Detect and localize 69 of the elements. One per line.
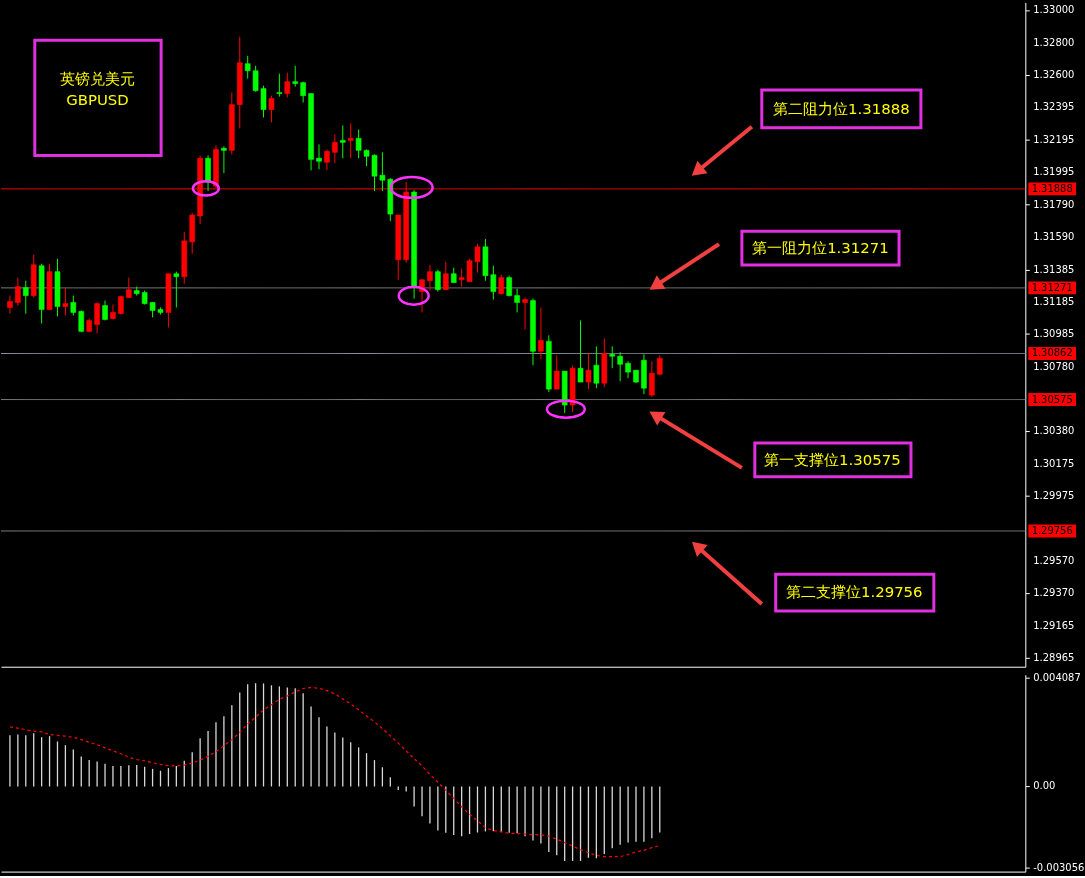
ref-line-label: 1.29756: [1031, 524, 1073, 536]
y-tick-label: 1.31185: [1033, 295, 1075, 307]
y-tick-label: 0.00: [1033, 780, 1056, 792]
candlestick: [324, 148, 330, 171]
y-tick-label: 1.29570: [1033, 554, 1075, 566]
y-tick-label: 1.32195: [1033, 133, 1075, 145]
candlestick: [339, 124, 346, 159]
candlestick: [110, 304, 116, 320]
ref-line-label: 1.31271: [1031, 281, 1073, 293]
annotation: 第二支撑位1.29756: [785, 583, 923, 602]
candlestick: [649, 360, 655, 398]
y-tick-label: 1.33000: [1033, 4, 1075, 16]
y-tick-label: 1.31790: [1033, 198, 1075, 210]
candlestick: [585, 352, 592, 390]
annotation: 第一支撑位1.30575: [764, 450, 901, 469]
y-tick-label: 1.30780: [1033, 360, 1075, 372]
y-tick-label: 1.31590: [1033, 230, 1075, 242]
ref-line-label: 1.30862: [1031, 347, 1073, 359]
candlestick: [94, 301, 100, 334]
y-tick-label: 1.29165: [1033, 619, 1075, 631]
ref-line-label: 1.30575: [1031, 393, 1073, 405]
candlestick: [498, 274, 505, 296]
annotation: 第二阻力位1.31888: [773, 99, 910, 118]
candlestick: [617, 351, 623, 382]
y-tick-label: 1.31995: [1033, 165, 1075, 177]
candlestick: [292, 65, 299, 88]
candlestick: [332, 133, 338, 164]
y-tick-label: 1.29370: [1033, 586, 1075, 598]
y-tick-label: 1.32395: [1033, 101, 1075, 113]
y-tick-label: 1.29975: [1033, 489, 1075, 501]
candlestick: [284, 72, 291, 99]
candlestick: [62, 287, 69, 316]
candlestick: [609, 345, 616, 369]
candlestick: [514, 288, 520, 313]
y-tick-label: 0.004087: [1033, 671, 1081, 683]
candlestick: [443, 261, 449, 291]
annotation: 英镑兑美元: [59, 69, 135, 88]
candlestick: [268, 95, 275, 123]
candlestick: [553, 354, 560, 390]
candlestick: [173, 271, 180, 308]
candlestick: [506, 275, 512, 298]
candlestick: [70, 295, 77, 316]
candlestick: [126, 277, 132, 298]
annotation: GBPUSD: [66, 90, 129, 109]
candlestick: [22, 280, 29, 315]
candlestick: [522, 297, 528, 330]
y-tick-label: 1.32600: [1033, 68, 1075, 80]
candlestick: [347, 122, 354, 159]
y-tick-label: 1.31385: [1033, 263, 1075, 275]
annotation: 第一阻力位1.31271: [752, 239, 889, 258]
candlestick: [15, 277, 21, 307]
candlestick: [538, 306, 544, 360]
y-tick-label: -0.003056: [1033, 861, 1085, 873]
y-tick-label: 1.30985: [1033, 327, 1075, 339]
candlestick: [435, 269, 441, 293]
line-series: [9, 686, 661, 858]
candlestick: [577, 319, 584, 383]
candlestick: [205, 154, 211, 192]
y-tick-label: 1.30380: [1033, 424, 1075, 436]
candlestick: [221, 145, 227, 174]
y-tick-label: 1.28965: [1033, 651, 1075, 663]
candlestick: [316, 143, 322, 170]
candlestick: [593, 345, 600, 389]
candlestick: [427, 264, 433, 292]
candlestick: [7, 295, 13, 315]
ref-line-label: 1.31888: [1031, 182, 1073, 194]
y-tick-label: 1.30175: [1033, 457, 1075, 469]
y-tick-label: 1.32800: [1033, 36, 1075, 48]
candlestick: [276, 73, 283, 98]
